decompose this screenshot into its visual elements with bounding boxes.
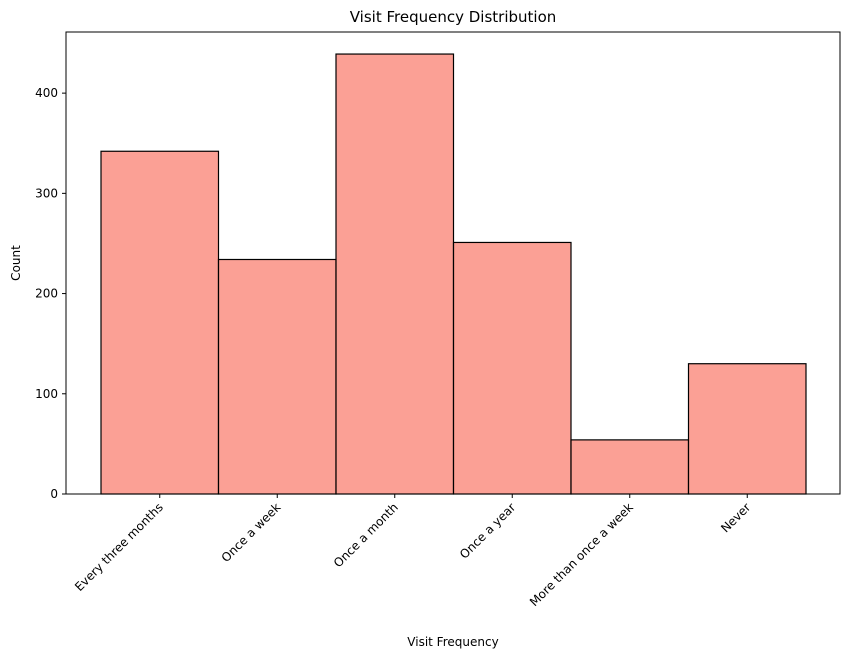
x-tick-label-0: Every three months	[72, 500, 166, 594]
y-axis: 0 100 200 300 400	[35, 86, 66, 501]
x-axis: Every three months Once a week Once a mont…	[72, 494, 753, 609]
y-tick-label-1: 100	[35, 387, 58, 401]
x-tick-label-1: Once a week	[219, 500, 284, 565]
y-tick-label-4: 400	[35, 86, 58, 100]
bar-2	[335, 53, 455, 495]
y-axis-label: Count	[9, 245, 23, 281]
x-tick-label-3: Once a year	[457, 500, 518, 561]
bar-5	[687, 363, 807, 495]
x-tick-label-5: Never	[718, 500, 753, 535]
chart-title: Visit Frequency Distribution	[350, 8, 557, 26]
bar-1	[217, 258, 337, 495]
y-tick-label-3: 300	[35, 186, 58, 200]
x-tick-label-4: More than once a week	[527, 500, 636, 609]
bar-0	[100, 150, 220, 495]
y-tick-label-0: 0	[50, 487, 58, 501]
x-axis-label: Visit Frequency	[407, 635, 498, 649]
bar-3	[452, 241, 572, 495]
plot-frame	[65, 31, 841, 495]
x-tick-label-2: Once a month	[331, 500, 401, 570]
y-tick-label-2: 200	[35, 287, 58, 301]
bar-4	[570, 439, 690, 495]
bars-group	[100, 53, 807, 495]
